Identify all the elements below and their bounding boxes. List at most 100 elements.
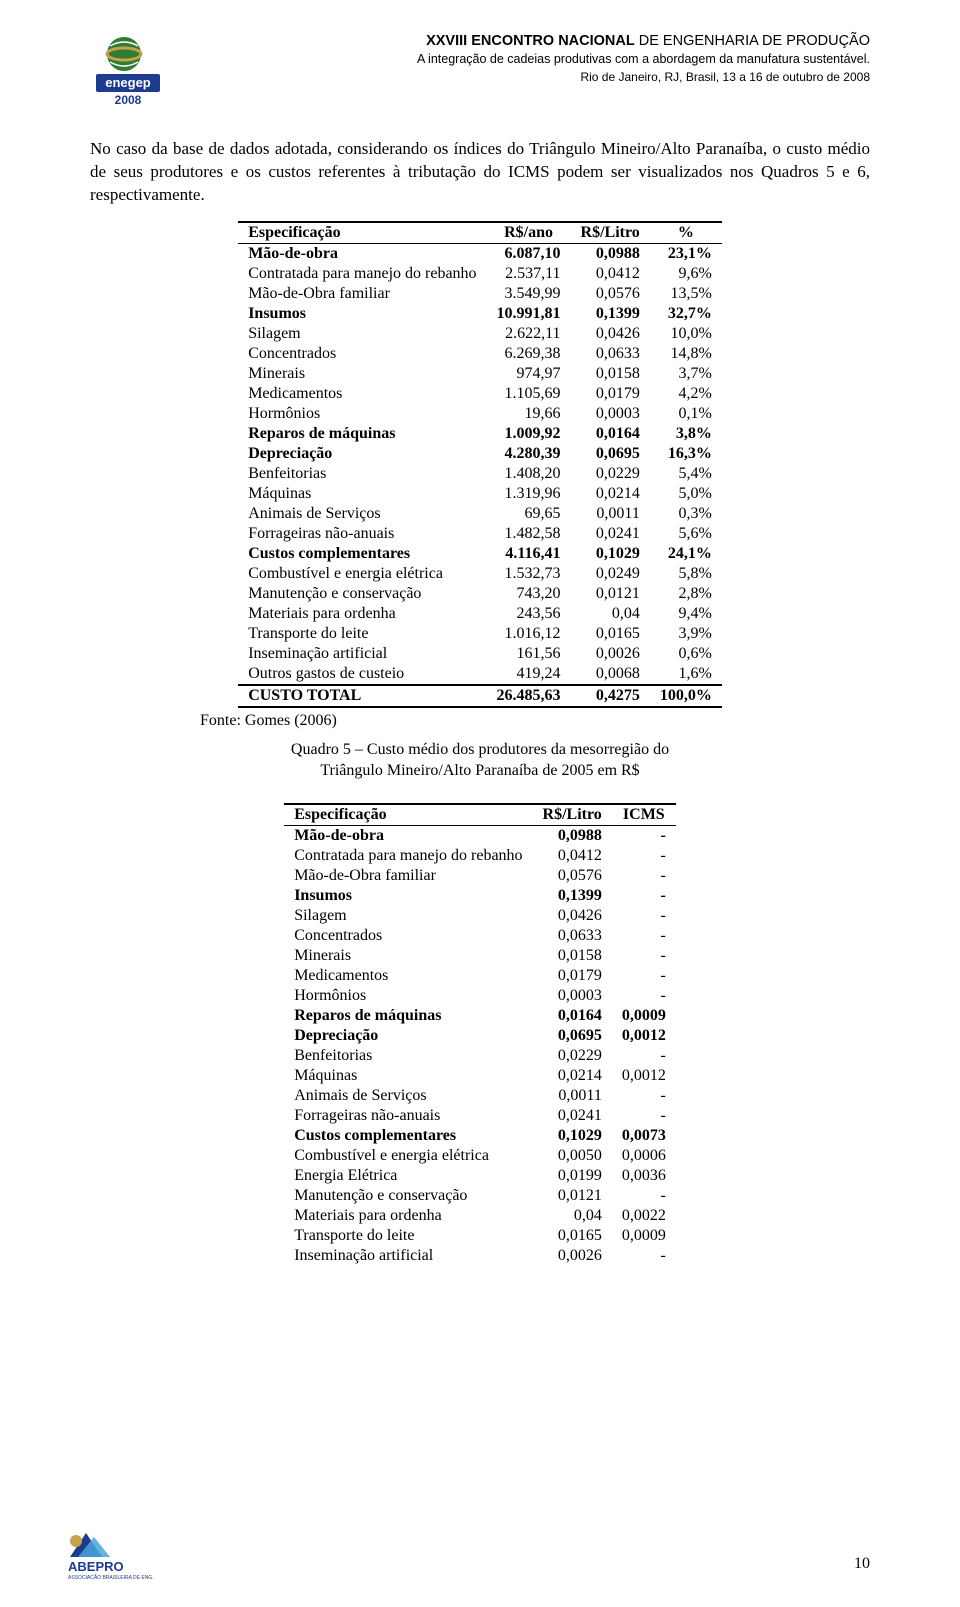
cell-label: Combustível e energia elétrica [238, 564, 486, 584]
cell-value: 26.485,63 [487, 685, 571, 707]
cell-label: Silagem [284, 906, 532, 926]
cell-label: Mão-de-Obra familiar [238, 284, 486, 304]
cell-label: Inseminação artificial [284, 1246, 532, 1266]
cell-value: 0,0199 [533, 1166, 612, 1186]
cell-label: Transporte do leite [238, 624, 486, 644]
table-row: Concentrados6.269,380,063314,8% [238, 344, 722, 364]
table-quadro6: Especificação R$/Litro ICMS Mão-de-obra0… [284, 803, 676, 1266]
cell-value: 0,0241 [533, 1106, 612, 1126]
cell-label: Minerais [284, 946, 532, 966]
cell-label: Forrageiras não-anuais [284, 1106, 532, 1126]
cell-value: 0,0003 [533, 986, 612, 1006]
t1-h0: Especificação [238, 222, 486, 244]
cell-value: 0,0164 [533, 1006, 612, 1026]
cell-value: 6.269,38 [487, 344, 571, 364]
cell-value: 9,4% [650, 604, 722, 624]
cell-label: Manutenção e conservação [238, 584, 486, 604]
cell-value: 3.549,99 [487, 284, 571, 304]
cell-value: 2.622,11 [487, 324, 571, 344]
svg-text:enegep: enegep [105, 75, 151, 90]
table-row: Transporte do leite0,01650,0009 [284, 1226, 676, 1246]
table-row: Mão-de-obra0,0988- [284, 826, 676, 847]
t1-h2: R$/Litro [571, 222, 650, 244]
cell-label: Mão-de-obra [284, 826, 532, 847]
cell-value: 0,0576 [571, 284, 650, 304]
cell-value: 100,0% [650, 685, 722, 707]
cell-value: 1.482,58 [487, 524, 571, 544]
table-row: Silagem2.622,110,042610,0% [238, 324, 722, 344]
cell-label: Medicamentos [284, 966, 532, 986]
table-row: Máquinas1.319,960,02145,0% [238, 484, 722, 504]
t2-h1: R$/Litro [533, 804, 612, 826]
table-row: Manutenção e conservação0,0121- [284, 1186, 676, 1206]
cell-label: Depreciação [238, 444, 486, 464]
cell-label: Transporte do leite [284, 1226, 532, 1246]
table-row: Inseminação artificial161,560,00260,6% [238, 644, 722, 664]
table-row: Benfeitorias0,0229- [284, 1046, 676, 1066]
cell-value: 6.087,10 [487, 243, 571, 264]
table-row: Materiais para ordenha243,560,049,4% [238, 604, 722, 624]
cell-value: 0,0006 [612, 1146, 676, 1166]
svg-text:ABEPRO: ABEPRO [68, 1559, 124, 1574]
cell-value: 4.116,41 [487, 544, 571, 564]
cell-label: Custos complementares [238, 544, 486, 564]
t2-h0: Especificação [284, 804, 532, 826]
table-row: Medicamentos0,0179- [284, 966, 676, 986]
cell-label: Silagem [238, 324, 486, 344]
cell-value: 1.009,92 [487, 424, 571, 444]
cell-value: 5,6% [650, 524, 722, 544]
cell-value: 0,1399 [571, 304, 650, 324]
enegep-logo: enegep 2008 [90, 32, 168, 110]
cell-label: Manutenção e conservação [284, 1186, 532, 1206]
table-row: Forrageiras não-anuais1.482,580,02415,6% [238, 524, 722, 544]
cell-value: 0,0165 [533, 1226, 612, 1246]
table-row: CUSTO TOTAL26.485,630,4275100,0% [238, 685, 722, 707]
cell-value: 0,0036 [612, 1166, 676, 1186]
cell-label: Minerais [238, 364, 486, 384]
table-quadro5: Especificação R$/ano R$/Litro % Mão-de-o… [238, 221, 722, 708]
cell-label: Animais de Serviços [284, 1086, 532, 1106]
cell-value: 0,0179 [571, 384, 650, 404]
cell-value: 0,0249 [571, 564, 650, 584]
cell-label: Concentrados [238, 344, 486, 364]
cell-label: Energia Elétrica [284, 1166, 532, 1186]
table1-caption: Quadro 5 – Custo médio dos produtores da… [90, 740, 870, 782]
cell-label: Mão-de-obra [238, 243, 486, 264]
cell-value: 0,0988 [571, 243, 650, 264]
table-row: Materiais para ordenha0,040,0022 [284, 1206, 676, 1226]
cell-value: 0,3% [650, 504, 722, 524]
cell-label: Combustível e energia elétrica [284, 1146, 532, 1166]
cell-value: 1.105,69 [487, 384, 571, 404]
cell-value: - [612, 1086, 676, 1106]
cell-value: 9,6% [650, 264, 722, 284]
cell-label: Contratada para manejo do rebanho [238, 264, 486, 284]
cell-label: Medicamentos [238, 384, 486, 404]
cell-label: Concentrados [284, 926, 532, 946]
t1-h3: % [650, 222, 722, 244]
cell-value: 0,0412 [571, 264, 650, 284]
cell-value: 0,04 [571, 604, 650, 624]
table1-source: Fonte: Gomes (2006) [200, 712, 760, 730]
table-row: Insumos0,1399- [284, 886, 676, 906]
table-row: Mão-de-obra6.087,100,098823,1% [238, 243, 722, 264]
cell-value: 16,3% [650, 444, 722, 464]
cell-value: 13,5% [650, 284, 722, 304]
cell-value: 0,0164 [571, 424, 650, 444]
cell-value: 419,24 [487, 664, 571, 685]
cell-value: 0,1029 [571, 544, 650, 564]
table-row: Depreciação0,06950,0012 [284, 1026, 676, 1046]
t1-h1: R$/ano [487, 222, 571, 244]
cell-value: 0,1% [650, 404, 722, 424]
table-row: Reparos de máquinas0,01640,0009 [284, 1006, 676, 1026]
table1-header-row: Especificação R$/ano R$/Litro % [238, 222, 722, 244]
cell-value: 0,1029 [533, 1126, 612, 1146]
cell-value: - [612, 1186, 676, 1206]
cell-value: - [612, 966, 676, 986]
table-row: Máquinas0,02140,0012 [284, 1066, 676, 1086]
cell-value: 1,6% [650, 664, 722, 685]
cell-label: CUSTO TOTAL [238, 685, 486, 707]
abepro-logo: ABEPRO ASSOCIAÇÃO BRASILEIRA DE ENG. DE … [64, 1527, 154, 1579]
table-row: Energia Elétrica0,01990,0036 [284, 1166, 676, 1186]
cell-label: Depreciação [284, 1026, 532, 1046]
cell-value: - [612, 906, 676, 926]
